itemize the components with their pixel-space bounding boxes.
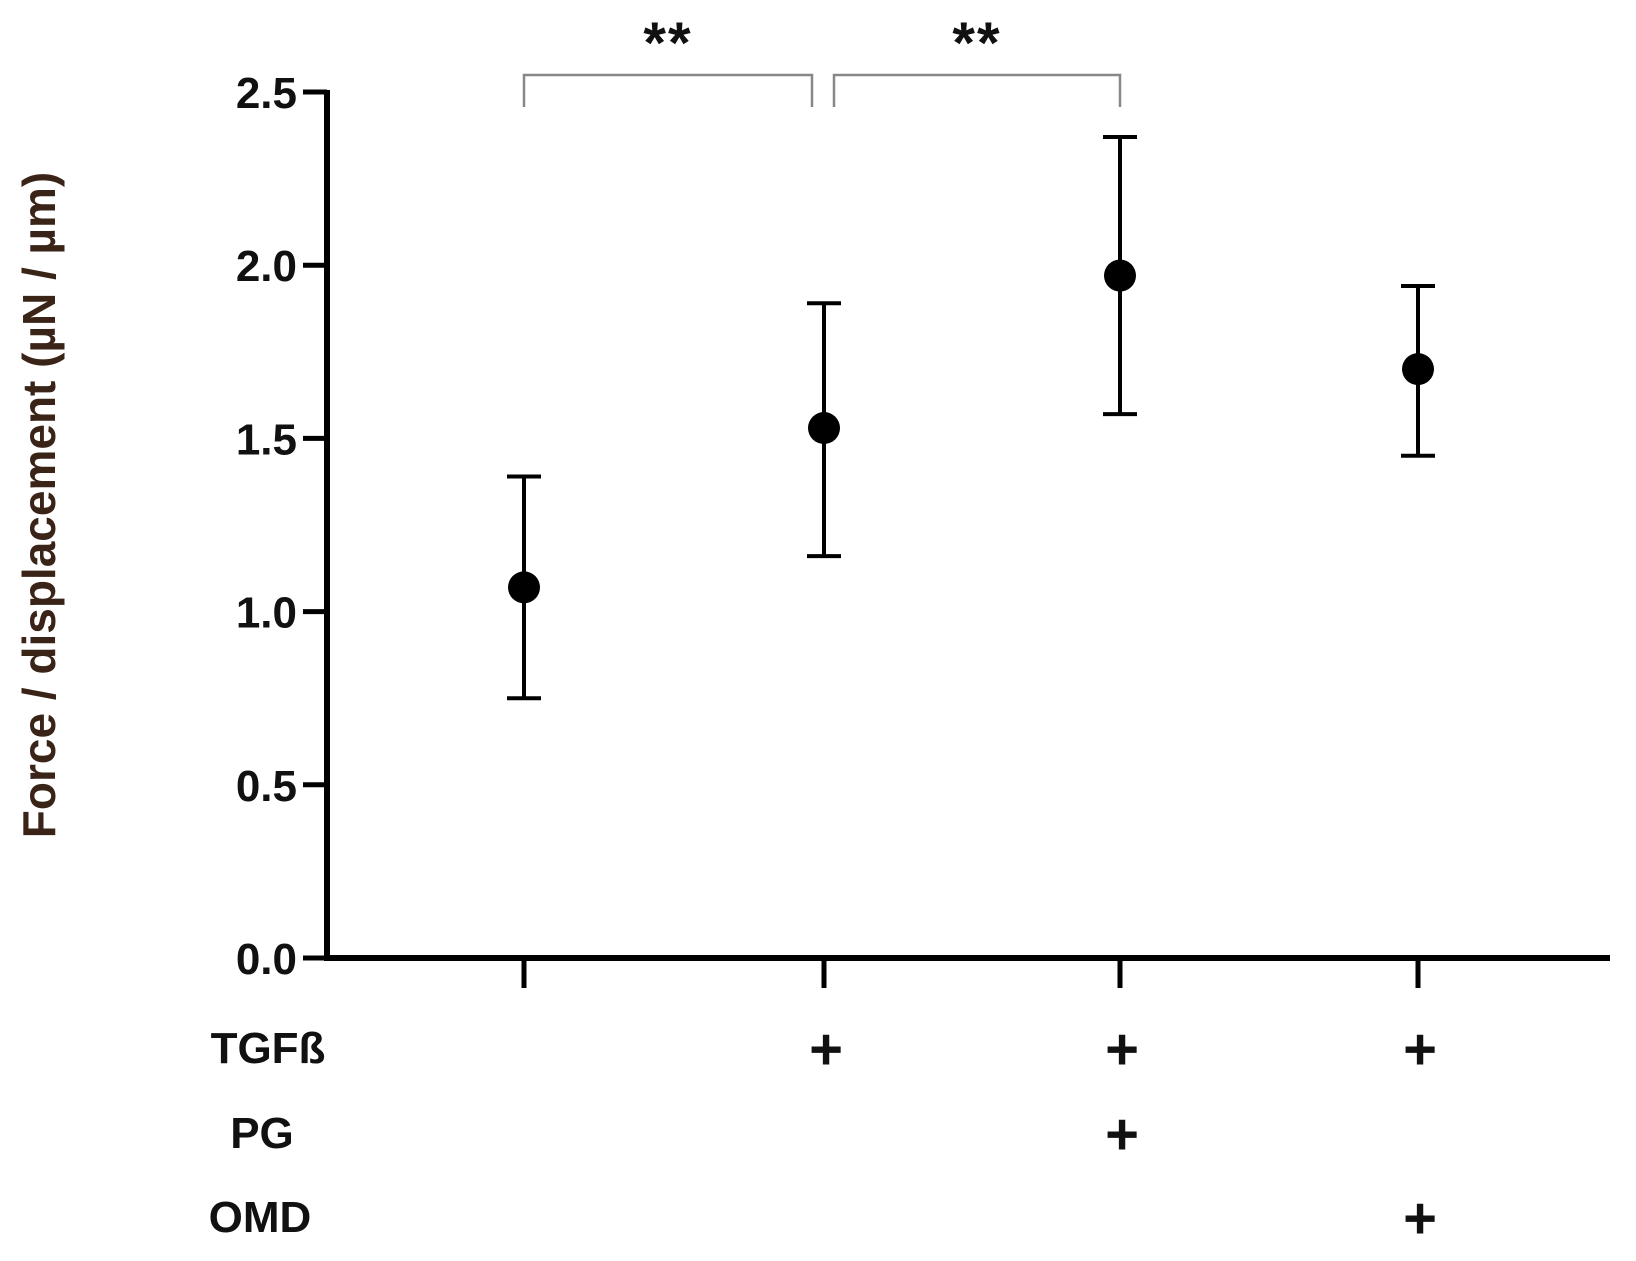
y-tick-label: 2.5	[236, 69, 297, 118]
y-tick-label: 1.0	[236, 589, 297, 638]
treatment-row-label: TGFß	[211, 1024, 326, 1073]
y-tick-label: 0.0	[236, 935, 297, 984]
data-point	[508, 571, 540, 604]
treatment-mark: +	[1403, 1017, 1437, 1082]
data-point	[1104, 259, 1136, 292]
treatment-mark: +	[809, 1017, 843, 1082]
treatment-row-label: PG	[230, 1109, 294, 1158]
treatment-mark: +	[1403, 1186, 1437, 1251]
treatment-mark: +	[1105, 1102, 1139, 1167]
treatment-mark: +	[1105, 1017, 1139, 1082]
significance-label: **	[952, 11, 1001, 76]
significance-label: **	[643, 11, 692, 76]
significance-bracket	[522, 73, 814, 107]
y-tick-label: 0.5	[236, 762, 297, 811]
data-point	[1402, 353, 1434, 386]
y-axis-label: Force / displacement (µN / µm)	[13, 172, 65, 838]
significance-bracket	[832, 73, 1122, 107]
y-tick-label: 2.0	[236, 242, 297, 291]
data-point	[808, 412, 840, 445]
y-tick-label: 1.5	[236, 415, 297, 464]
treatment-row-label: OMD	[209, 1193, 312, 1242]
